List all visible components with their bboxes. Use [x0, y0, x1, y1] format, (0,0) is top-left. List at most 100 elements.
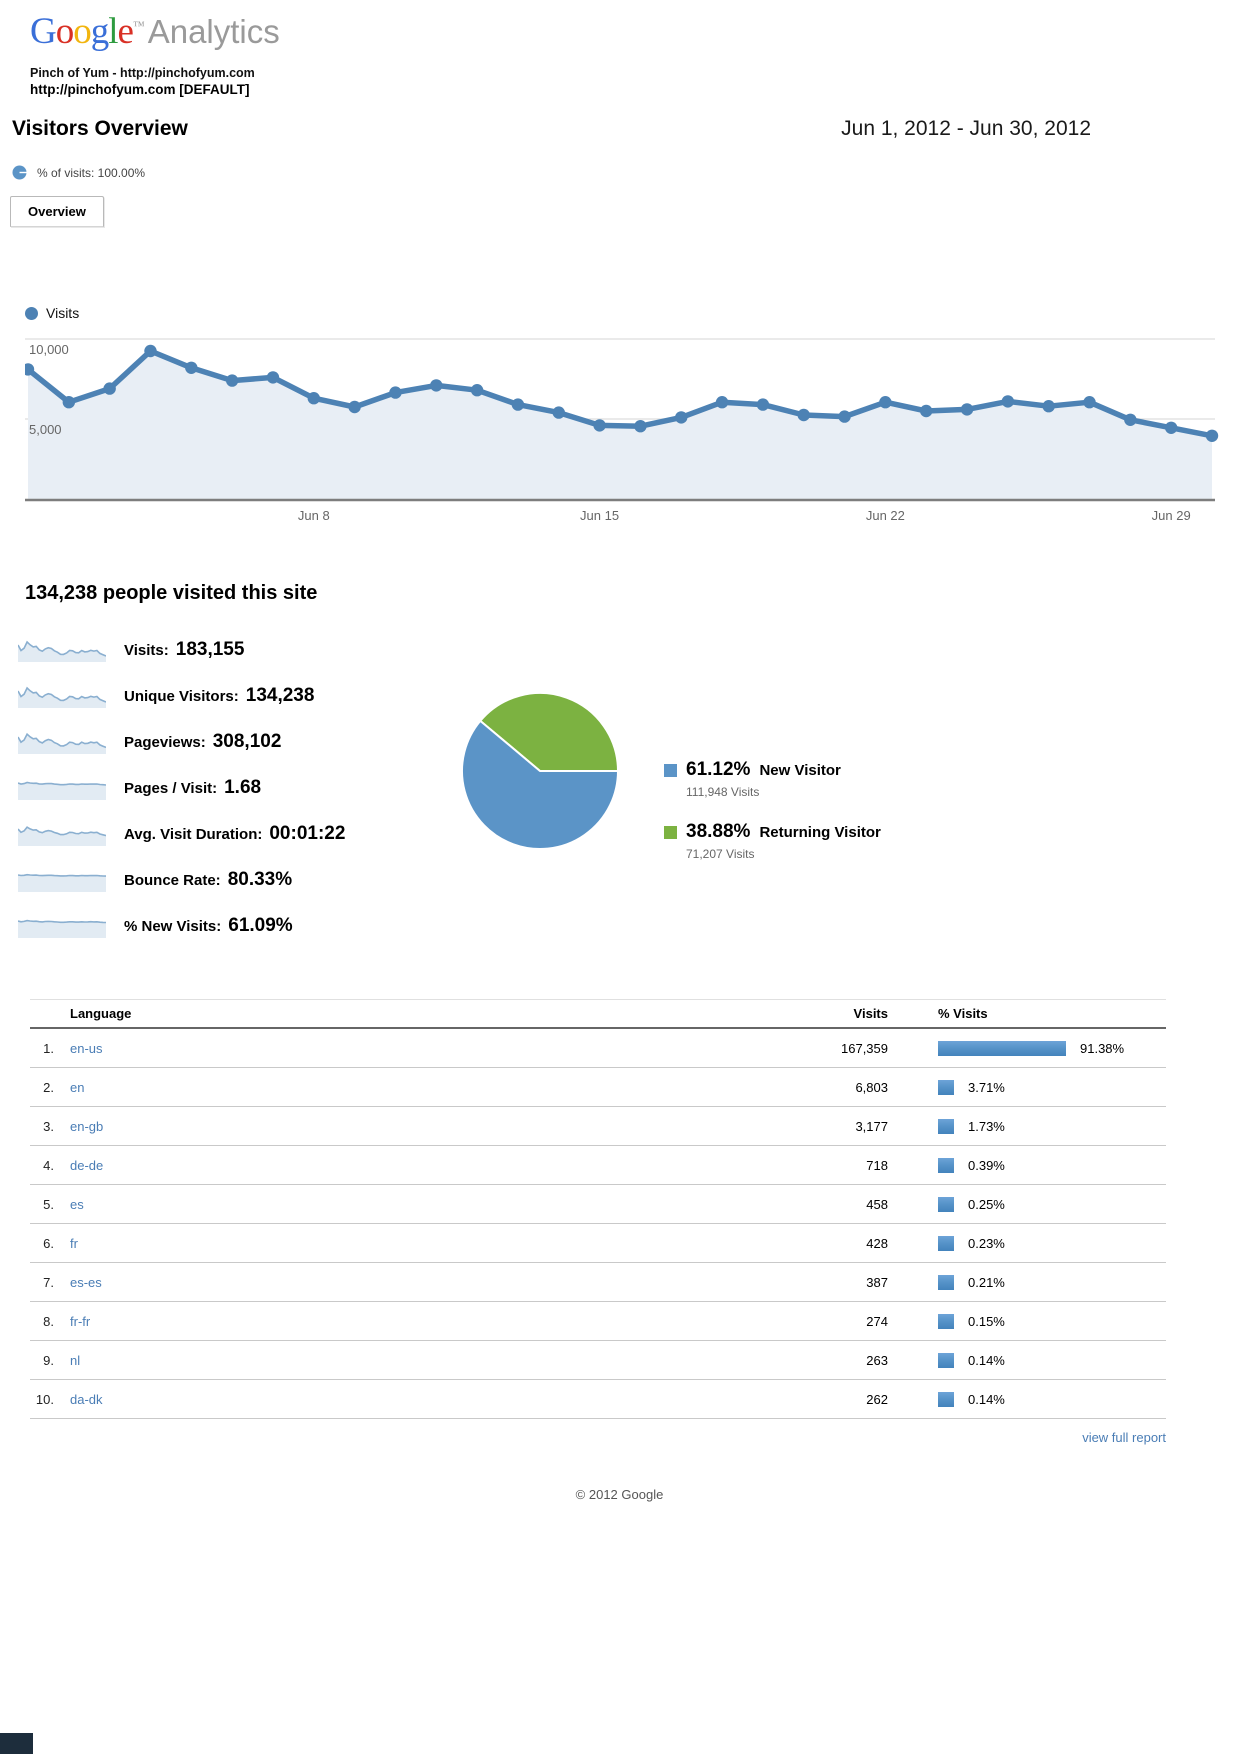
- logo-letter: l: [108, 11, 118, 52]
- row-rank: 6.: [43, 1235, 54, 1251]
- metric-row: Unique Visitors: 134,238: [18, 673, 458, 719]
- logo-letter: o: [55, 11, 74, 52]
- row-visits: 3,177: [855, 1118, 888, 1134]
- row-rank: 5.: [43, 1196, 54, 1212]
- language-header: Language: [70, 1006, 132, 1021]
- page-corner-mark: [0, 1733, 33, 1754]
- table-row: 7. es-es 387 0.21%: [30, 1263, 1166, 1302]
- table-row: 4. de-de 718 0.39%: [30, 1146, 1166, 1185]
- copyright-footer: © 2012 Google: [575, 1487, 664, 1502]
- metric-value: 80.33%: [227, 869, 293, 890]
- logo-letter: o: [73, 11, 91, 52]
- x-axis-tick: Jun 22: [865, 508, 905, 523]
- row-pct-cell: 0.39%: [888, 1157, 1166, 1173]
- pie-legend-item: 61.12% New Visitor 111,948 Visits: [664, 759, 881, 799]
- row-rank: 10.: [35, 1391, 54, 1407]
- row-rank: 3.: [43, 1118, 54, 1134]
- google-analytics-logo: Google™ Analytics: [30, 10, 1239, 53]
- logo-letter: e: [117, 11, 134, 52]
- view-full-report-link[interactable]: view full report: [1082, 1430, 1166, 1445]
- table-row: 1. en-us 167,359 91.38%: [30, 1029, 1166, 1068]
- row-visits: 167,359: [841, 1040, 888, 1056]
- metric-value: 183,155: [175, 639, 245, 660]
- language-table: Language Visits % Visits 1. en-us 167,35…: [30, 999, 1166, 1419]
- visitor-type-chart: 61.12% New Visitor 111,948 Visits 38.88%…: [458, 689, 881, 949]
- row-pct: 0.25%: [968, 1196, 1005, 1212]
- metric-label: Pageviews:: [124, 733, 206, 751]
- table-row: 3. en-gb 3,177 1.73%: [30, 1107, 1166, 1146]
- pie-legend-item: 38.88% Returning Visitor 71,207 Visits: [664, 821, 881, 861]
- x-axis-tick: Jun 15: [580, 508, 620, 523]
- row-visits: 428: [866, 1235, 888, 1251]
- visits-timeline-chart: Visits 10,000 5,000 Jun 8 Jun 15 Jun 22 Jun 2…: [21, 305, 1221, 530]
- metric-label: Avg. Visit Duration:: [124, 825, 263, 843]
- pct-bar: [938, 1079, 954, 1095]
- metric-label: % New Visits:: [124, 917, 222, 935]
- filter-label: % of visits: 100.00%: [37, 165, 146, 180]
- legend-percent: 61.12%: [686, 759, 751, 780]
- pie-filter-icon: [12, 165, 27, 180]
- row-visits: 6,803: [855, 1079, 888, 1095]
- language-link[interactable]: fr: [70, 1235, 78, 1251]
- timeline-svg: [21, 338, 1219, 502]
- pct-bar: [938, 1313, 954, 1329]
- metric-value: 308,102: [212, 731, 282, 752]
- tab-overview[interactable]: Overview: [10, 196, 104, 227]
- row-pct-cell: 3.71%: [888, 1079, 1166, 1095]
- metric-sparkline: [18, 640, 106, 662]
- language-link[interactable]: en-us: [70, 1040, 103, 1056]
- metric-sparkline: [18, 919, 106, 938]
- pct-bar: [938, 1391, 954, 1407]
- page-header: Google™ Analytics Pinch of Yum - http://p…: [0, 0, 1239, 97]
- metric-label: Visits:: [124, 641, 169, 659]
- table-row: 10. da-dk 262 0.14%: [30, 1380, 1166, 1419]
- row-rank: 1.: [43, 1040, 54, 1056]
- language-link[interactable]: da-dk: [70, 1391, 103, 1407]
- row-pct: 3.71%: [968, 1079, 1005, 1095]
- table-header-row: Language Visits % Visits: [30, 999, 1166, 1029]
- metric-sparkline: [18, 873, 106, 892]
- visits-header: Visits: [853, 1006, 888, 1021]
- pct-bar: [938, 1157, 954, 1173]
- table-body: 1. en-us 167,359 91.38% 2. en 6,803 3.71…: [30, 1029, 1166, 1419]
- language-link[interactable]: es-es: [70, 1274, 102, 1290]
- legend-label: New Visitor: [759, 761, 841, 779]
- y-axis-tick: 5,000: [29, 422, 62, 437]
- row-pct: 0.14%: [968, 1352, 1005, 1368]
- language-link[interactable]: es: [70, 1196, 84, 1212]
- table-row: 9. nl 263 0.14%: [30, 1341, 1166, 1380]
- metric-sparkline: [18, 826, 106, 846]
- table-row: 2. en 6,803 3.71%: [30, 1068, 1166, 1107]
- y-axis-tick: 10,000: [29, 342, 69, 357]
- language-link[interactable]: en-gb: [70, 1118, 104, 1134]
- row-pct-cell: 91.38%: [888, 1040, 1166, 1056]
- row-pct: 91.38%: [1080, 1040, 1125, 1056]
- language-link[interactable]: de-de: [70, 1157, 104, 1173]
- row-pct: 0.14%: [968, 1391, 1005, 1407]
- site-info: Pinch of Yum - http://pinchofyum.com htt…: [30, 66, 1239, 97]
- row-visits: 262: [866, 1391, 888, 1407]
- pct-visits-header: % Visits: [938, 1006, 988, 1021]
- pct-bar: [938, 1235, 954, 1251]
- x-axis-tick: Jun 29: [1151, 508, 1191, 523]
- visits-legend-label: Visits: [46, 305, 80, 321]
- row-rank: 8.: [43, 1313, 54, 1329]
- visits-filter: % of visits: 100.00%: [12, 165, 1239, 180]
- row-visits: 274: [866, 1313, 888, 1329]
- x-axis-tick: Jun 8: [297, 508, 330, 523]
- visitors-headline: 134,238 people visited this site: [25, 582, 318, 604]
- language-link[interactable]: fr-fr: [70, 1313, 91, 1329]
- metric-value: 00:01:22: [269, 823, 346, 844]
- row-pct: 0.15%: [968, 1313, 1005, 1329]
- metric-value: 61.09%: [228, 915, 293, 936]
- view-full-report-row: view full report: [30, 1429, 1166, 1447]
- row-rank: 7.: [43, 1274, 54, 1290]
- row-visits: 458: [866, 1196, 888, 1212]
- row-pct: 0.21%: [968, 1274, 1005, 1290]
- language-link[interactable]: en: [70, 1079, 85, 1095]
- site-name: Pinch of Yum - http://pinchofyum.com: [30, 66, 255, 80]
- language-link[interactable]: nl: [70, 1352, 81, 1368]
- metric-row: Avg. Visit Duration: 00:01:22: [18, 811, 458, 857]
- legend-percent: 38.88%: [686, 821, 751, 842]
- metric-row: Bounce Rate: 80.33%: [18, 857, 458, 903]
